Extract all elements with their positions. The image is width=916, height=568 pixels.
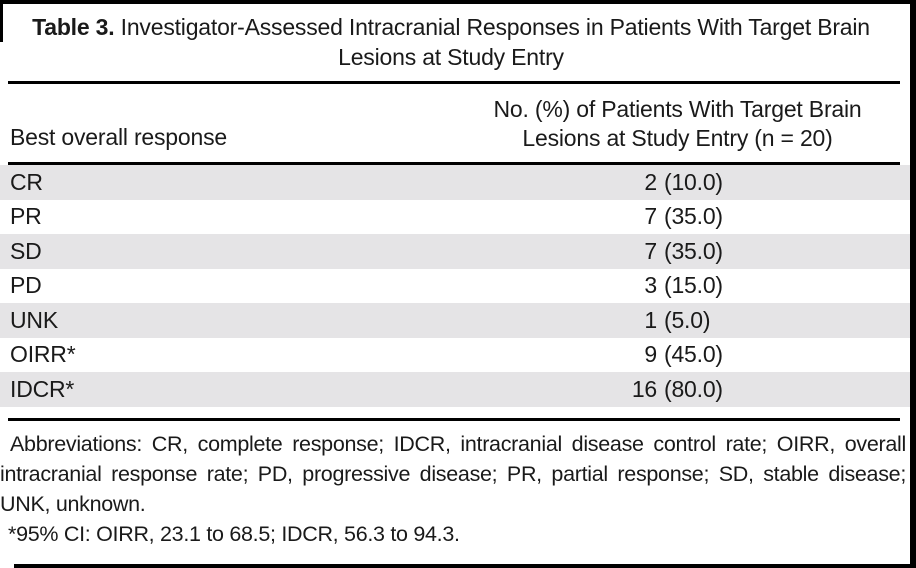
- table-footnotes: Abbreviations: CR, complete response; ID…: [0, 429, 906, 549]
- table-row: PR 7 (35.0): [0, 200, 916, 235]
- table-row: PD 3 (15.0): [0, 269, 916, 304]
- row-value: 9 (45.0): [610, 341, 723, 368]
- row-percentage: (35.0): [664, 237, 723, 264]
- rule-under-header: [8, 162, 900, 165]
- table-header-row: Best overall response No. (%) of Patient…: [0, 84, 916, 162]
- row-label: IDCR*: [10, 375, 75, 402]
- row-value: 1 (5.0): [610, 307, 710, 334]
- row-value: 16 (80.0): [610, 376, 723, 403]
- table-row: OIRR* 9 (45.0): [0, 338, 916, 373]
- scan-frame-right: [910, 0, 916, 568]
- row-percentage: (15.0): [664, 272, 723, 299]
- row-count: 7: [644, 237, 657, 264]
- row-percentage: (5.0): [664, 306, 711, 333]
- table-row: SD 7 (35.0): [0, 234, 916, 269]
- table-number: Table 3.: [32, 14, 115, 40]
- scan-frame-bottom: [14, 564, 916, 568]
- row-label: OIRR*: [10, 341, 76, 368]
- table-body: CR 2 (10.0) PR 7 (35.0) SD 7 (35.0) PD 3: [0, 165, 916, 407]
- rule-under-title: [8, 81, 900, 84]
- scan-frame-left: [0, 0, 3, 42]
- row-label: CR: [10, 168, 43, 195]
- row-percentage: (80.0): [664, 375, 723, 402]
- row-value: 7 (35.0): [610, 203, 723, 230]
- column-header-best-overall-response: Best overall response: [10, 124, 227, 150]
- abbreviations-footnote: Abbreviations: CR, complete response; ID…: [0, 431, 906, 516]
- row-label: SD: [10, 237, 42, 264]
- row-percentage: (35.0): [664, 203, 723, 230]
- confidence-interval-footnote: *95% CI: OIRR, 23.1 to 68.5; IDCR, 56.3 …: [8, 521, 460, 546]
- row-label: PR: [10, 203, 42, 230]
- row-value: 7 (35.0): [610, 238, 723, 265]
- row-label: PD: [10, 272, 42, 299]
- row-count: 1: [644, 306, 657, 333]
- row-count: 2: [644, 168, 657, 195]
- row-label: UNK: [10, 306, 58, 333]
- table-row: CR 2 (10.0): [0, 165, 916, 200]
- scan-frame-top: [0, 0, 916, 4]
- column-header-line2: Lesions at Study Entry (n = 20): [522, 125, 833, 151]
- row-count: 3: [644, 272, 657, 299]
- row-count: 9: [644, 341, 657, 368]
- row-count: 16: [631, 375, 657, 402]
- row-value: 2 (10.0): [610, 169, 723, 196]
- table-title: Table 3. Investigator-Assessed Intracran…: [12, 12, 890, 72]
- column-header-no-pct-patients: No. (%) of Patients With Target Brain Le…: [455, 95, 900, 153]
- row-count: 7: [644, 203, 657, 230]
- row-value: 3 (15.0): [610, 272, 723, 299]
- row-percentage: (10.0): [664, 168, 723, 195]
- table-row: IDCR* 16 (80.0): [0, 372, 916, 407]
- table-row: UNK 1 (5.0): [0, 303, 916, 338]
- column-header-line1: No. (%) of Patients With Target Brain: [493, 96, 862, 122]
- table-title-text: Investigator-Assessed Intracranial Respo…: [120, 14, 870, 70]
- rule-above-footnotes: [8, 417, 900, 421]
- row-percentage: (45.0): [664, 341, 723, 368]
